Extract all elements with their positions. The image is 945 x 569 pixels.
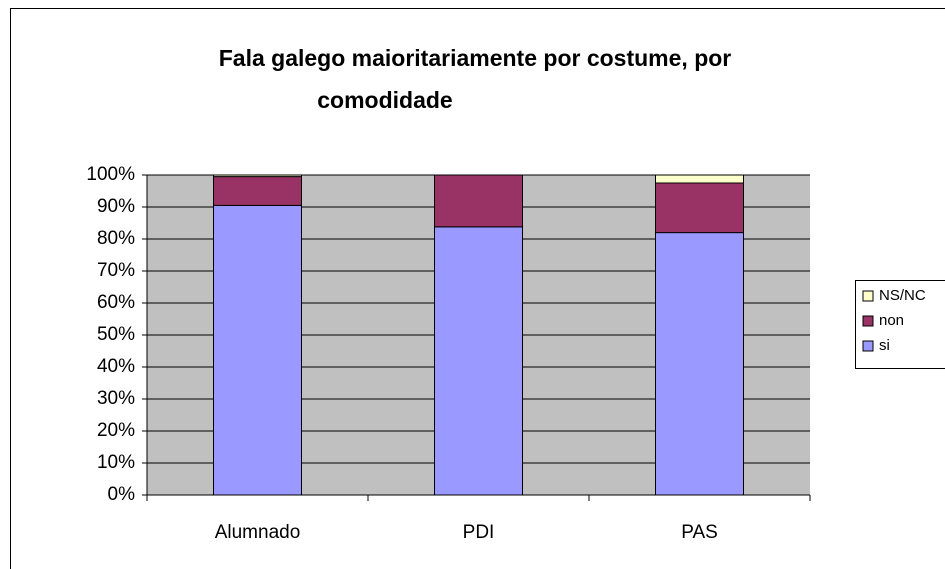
legend-swatch <box>862 340 874 352</box>
bar-segment <box>655 232 744 496</box>
bar-segment <box>655 182 744 234</box>
y-tick-label: 40% <box>97 356 135 377</box>
bar-segment <box>655 174 744 184</box>
y-tick-label: 20% <box>97 420 135 441</box>
bar-segment <box>213 204 302 496</box>
legend-swatch <box>862 290 874 302</box>
chart-title: comodidade <box>317 87 452 113</box>
bar-segment <box>213 174 302 178</box>
y-tick-label: 90% <box>97 196 135 217</box>
x-tick-label: PDI <box>463 522 495 543</box>
legend-label: NS/NC <box>879 287 926 304</box>
chart-title: Fala galego maioritariamente por costume… <box>219 45 732 71</box>
y-tick-label: 100% <box>86 164 135 185</box>
legend-swatch <box>862 315 874 327</box>
y-tick-label: 70% <box>97 260 135 281</box>
x-tick-label: Alumnado <box>215 522 301 543</box>
legend-label: si <box>879 337 890 354</box>
x-tick-label: PAS <box>681 522 718 543</box>
y-tick-label: 80% <box>97 228 135 249</box>
y-tick-label: 50% <box>97 324 135 345</box>
y-tick-label: 10% <box>97 452 135 473</box>
legend-label: non <box>879 312 904 329</box>
bar-segment <box>434 174 523 228</box>
y-tick-label: 0% <box>108 484 136 505</box>
bar-segment <box>213 176 302 206</box>
y-tick-label: 30% <box>97 388 135 409</box>
y-tick-label: 60% <box>97 292 135 313</box>
bar-segment <box>434 226 523 496</box>
